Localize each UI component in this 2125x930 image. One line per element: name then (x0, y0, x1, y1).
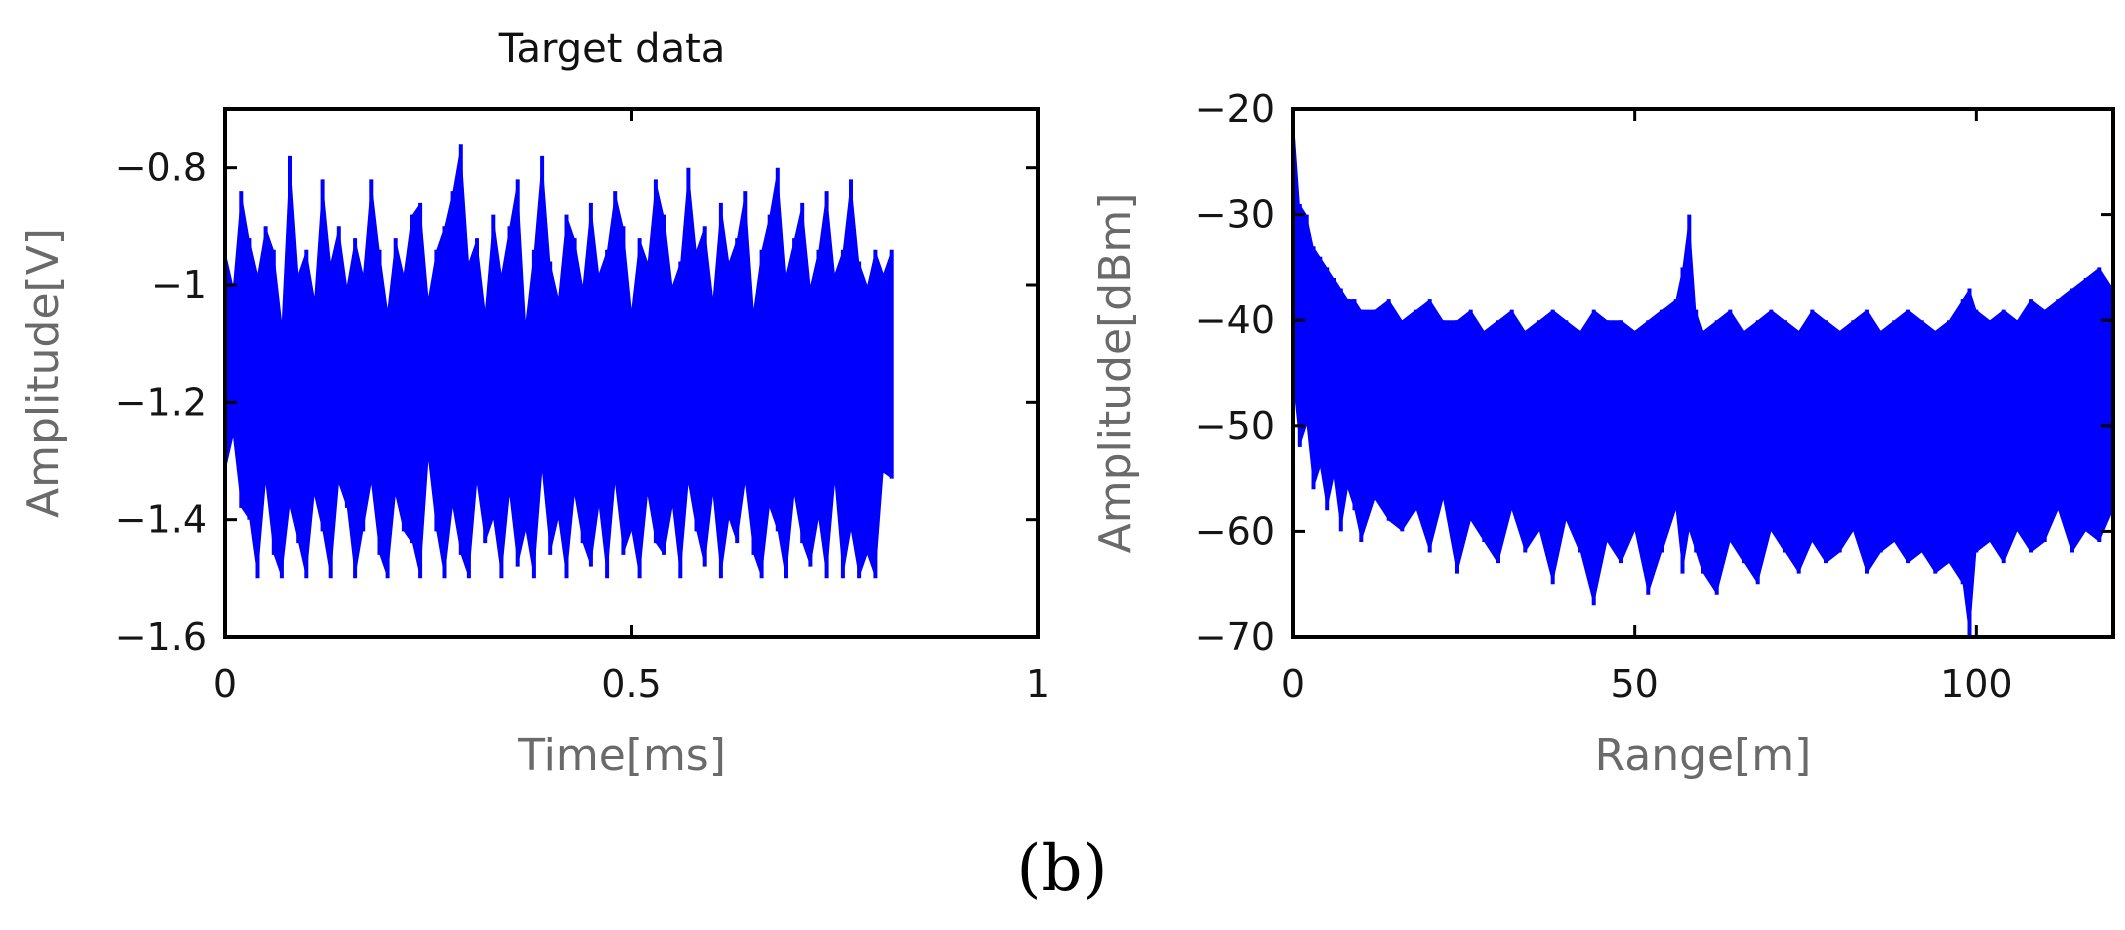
y-tick-label: −50 (1195, 404, 1275, 448)
x-axis-label: Range[m] (1595, 730, 1812, 781)
plot-frame (1291, 107, 2115, 639)
y-tick-label: −20 (1195, 87, 1275, 131)
x-axis-label: Time[ms] (517, 730, 726, 781)
x-tick-label: 50 (1610, 662, 1658, 706)
axis-ticks: 0 50 100 −70 −60 −50 −40 −30 −20 (1195, 87, 2113, 706)
time-signal-series (223, 144, 894, 579)
y-tick-label: −0.8 (115, 146, 207, 190)
x-tick-label: 1 (1026, 662, 1050, 706)
y-tick-label: −1 (151, 263, 207, 307)
figure-caption: (b) (1017, 832, 1108, 906)
x-tick-label: 100 (1940, 662, 2013, 706)
axis-ticks: 0 0.5 1 −1.6 −1.4 −1.2 −1 −0.8 (115, 109, 1050, 706)
range-spectrum-chart: 0 50 100 −70 −60 −50 −40 −30 −20 Range[m] Amplit… (1090, 87, 2115, 781)
x-tick-label: 0 (213, 662, 237, 706)
y-tick-label: −70 (1195, 615, 1275, 659)
y-axis-label: Amplitude[dBm] (1090, 193, 1141, 554)
y-tick-label: −40 (1195, 298, 1275, 342)
y-tick-label: −30 (1195, 193, 1275, 237)
range-spectrum-series (1291, 109, 2115, 637)
y-tick-label: −1.2 (115, 380, 207, 424)
chart-title: Target data (498, 26, 726, 72)
time-domain-chart: Target data 0 0.5 1 −1.6 −1.4 −1.2 −1 −0.8 Time… (18, 26, 1050, 781)
y-axis-label: Amplitude[V] (18, 228, 69, 518)
y-tick-label: −1.4 (115, 498, 207, 542)
y-tick-label: −1.6 (115, 615, 207, 659)
y-tick-label: −60 (1195, 509, 1275, 553)
x-tick-label: 0.5 (601, 662, 661, 706)
x-tick-label: 0 (1281, 662, 1305, 706)
